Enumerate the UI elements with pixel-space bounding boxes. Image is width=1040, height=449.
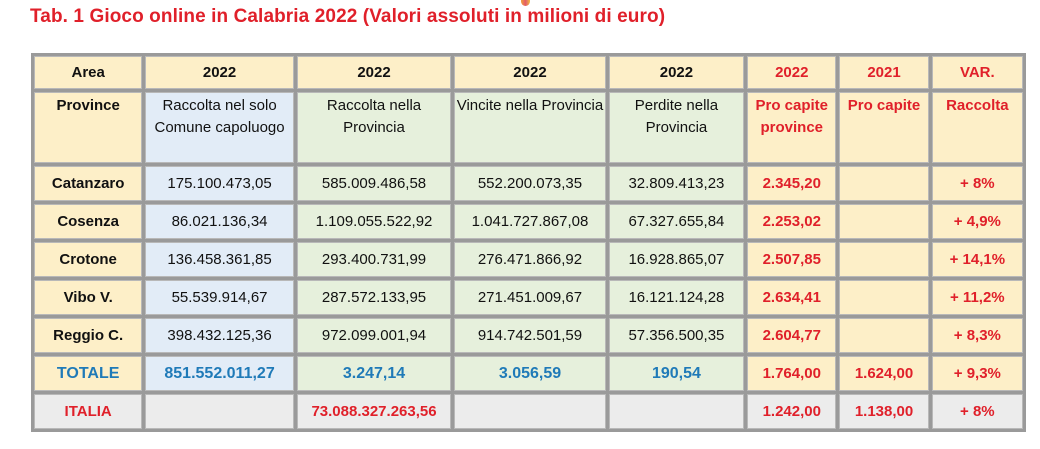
cell-perdite: 67.327.655,84 [608,204,745,239]
cell-raccolta-provincia: 1.109.055.522,92 [296,204,452,239]
desc-province: Province [34,92,143,163]
cell-pro-capite-2022: 2.604,77 [747,318,837,353]
cell-vincite: 552.200.073,35 [454,166,606,201]
cell-raccolta-comune: 136.458.361,85 [145,242,294,277]
cell-vincite: 1.041.727.867,08 [454,204,606,239]
cell-var: + 8,3% [931,318,1023,353]
cell-raccolta-comune: 55.539.914,67 [145,280,294,315]
cell-pro-capite-2022: 2.507,85 [747,242,837,277]
header-year-pro-capite-2022: 2022 [747,56,837,89]
italia-pro-capite-2021: 1.138,00 [839,394,929,429]
header-year-raccolta-comune: 2022 [145,56,294,89]
italia-row: ITALIA 73.088.327.263,56 1.242,00 1.138,… [34,394,1023,429]
header-area: Area [34,56,143,89]
totale-vincite: 3.056,59 [454,356,606,391]
header-year-vincite: 2022 [454,56,606,89]
cell-raccolta-provincia: 972.099.001,94 [296,318,452,353]
header-row: Area 2022 2022 2022 2022 2022 2021 VAR. [34,56,1023,89]
cell-perdite: 16.121.124,28 [608,280,745,315]
row-area: Cosenza [34,204,143,239]
totale-perdite: 190,54 [608,356,745,391]
cell-pro-capite-2021 [839,242,929,277]
desc-raccolta-provincia: Raccolta nella Provincia [296,92,452,163]
italia-label: ITALIA [34,394,143,429]
desc-pro-capite-2021: Pro capite [839,92,929,163]
italia-raccolta-provincia: 73.088.327.263,56 [296,394,452,429]
header-year-raccolta-provincia: 2022 [296,56,452,89]
italia-pro-capite-2022: 1.242,00 [747,394,837,429]
header-year-perdite: 2022 [608,56,745,89]
table-row: Crotone 136.458.361,85 293.400.731,99 27… [34,242,1023,277]
table-row: Reggio C. 398.432.125,36 972.099.001,94 … [34,318,1023,353]
italia-vincite [454,394,606,429]
logo-icon [521,0,530,6]
totale-raccolta-comune: 851.552.011,27 [145,356,294,391]
desc-var: Raccolta [931,92,1023,163]
description-row: Province Raccolta nel solo Comune capolu… [34,92,1023,163]
data-table: Area 2022 2022 2022 2022 2022 2021 VAR. … [31,53,1026,432]
totale-pro-capite-2022: 1.764,00 [747,356,837,391]
cell-var: + 14,1% [931,242,1023,277]
cell-var: + 4,9% [931,204,1023,239]
totale-var: + 9,3% [931,356,1023,391]
totale-raccolta-provincia: 3.247,14 [296,356,452,391]
cell-var: + 11,2% [931,280,1023,315]
cell-raccolta-provincia: 585.009.486,58 [296,166,452,201]
cell-pro-capite-2022: 2.253,02 [747,204,837,239]
cell-pro-capite-2022: 2.345,20 [747,166,837,201]
row-area: Crotone [34,242,143,277]
totale-row: TOTALE 851.552.011,27 3.247,14 3.056,59 … [34,356,1023,391]
italia-var: + 8% [931,394,1023,429]
cell-pro-capite-2021 [839,166,929,201]
table-row: Cosenza 86.021.136,34 1.109.055.522,92 1… [34,204,1023,239]
desc-pro-capite-2022: Pro capite province [747,92,837,163]
row-area: Catanzaro [34,166,143,201]
cell-vincite: 914.742.501,59 [454,318,606,353]
cell-pro-capite-2021 [839,280,929,315]
desc-perdite: Perdite nella Provincia [608,92,745,163]
cell-perdite: 16.928.865,07 [608,242,745,277]
row-area: Reggio C. [34,318,143,353]
cell-perdite: 57.356.500,35 [608,318,745,353]
cell-raccolta-provincia: 293.400.731,99 [296,242,452,277]
italia-raccolta-comune [145,394,294,429]
cell-var: + 8% [931,166,1023,201]
desc-raccolta-comune: Raccolta nel solo Comune capoluogo [145,92,294,163]
cell-raccolta-comune: 175.100.473,05 [145,166,294,201]
cell-raccolta-comune: 398.432.125,36 [145,318,294,353]
header-year-pro-capite-2021: 2021 [839,56,929,89]
totale-pro-capite-2021: 1.624,00 [839,356,929,391]
cell-pro-capite-2022: 2.634,41 [747,280,837,315]
table-row: Catanzaro 175.100.473,05 585.009.486,58 … [34,166,1023,201]
desc-vincite: Vincite nella Provincia [454,92,606,163]
totale-label: TOTALE [34,356,143,391]
row-area: Vibo V. [34,280,143,315]
cell-vincite: 276.471.866,92 [454,242,606,277]
cell-raccolta-provincia: 287.572.133,95 [296,280,452,315]
header-var: VAR. [931,56,1023,89]
table-title: Tab. 1 Gioco online in Calabria 2022 (Va… [30,6,666,27]
italia-perdite [608,394,745,429]
cell-pro-capite-2021 [839,204,929,239]
cell-pro-capite-2021 [839,318,929,353]
table-row: Vibo V. 55.539.914,67 287.572.133,95 271… [34,280,1023,315]
cell-raccolta-comune: 86.021.136,34 [145,204,294,239]
cell-vincite: 271.451.009,67 [454,280,606,315]
cell-perdite: 32.809.413,23 [608,166,745,201]
